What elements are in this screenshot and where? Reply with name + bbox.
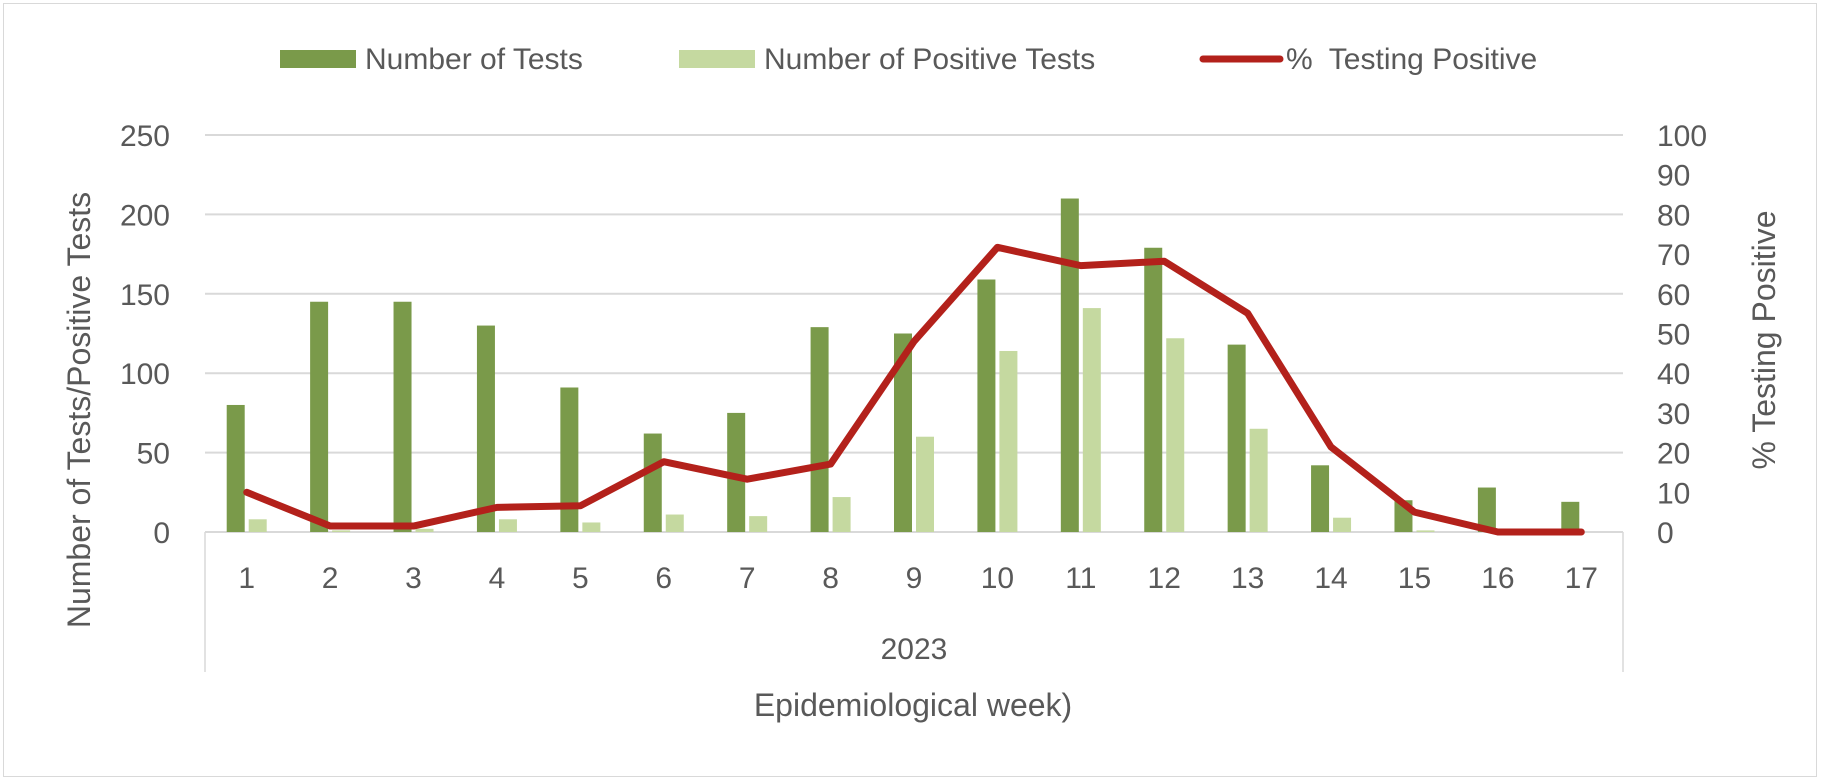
legend-label-positive-tests: Number of Positive Tests (764, 43, 1095, 76)
x-tick-label: 12 (1148, 562, 1181, 595)
x-tick-label: 8 (822, 562, 839, 595)
x-axis-title: Epidemiological week) (754, 687, 1072, 723)
legend: Number of Tests Number of Positive Tests… (280, 43, 1537, 76)
bar-tests (894, 333, 912, 532)
y2-tick-label: 100 (1657, 120, 1707, 153)
right-axis: 0 10 20 30 40 50 60 70 80 90 100 (1657, 120, 1707, 550)
line-layer (243, 243, 1585, 536)
y2-tick-label: 30 (1657, 398, 1690, 431)
x-tick-label: 16 (1481, 562, 1514, 595)
y-tick-label: 150 (120, 279, 170, 312)
bar-tests (643, 433, 662, 532)
bar-tests (727, 412, 746, 532)
bar-positive-tests (832, 497, 851, 532)
x-tick-label: 14 (1314, 562, 1347, 595)
y2-tick-label: 60 (1657, 279, 1690, 312)
x-group: 2023 (204, 532, 1624, 672)
y2-tick-label: 20 (1657, 438, 1690, 471)
x-tick-label: 5 (572, 562, 589, 595)
x-tick-label: 13 (1231, 562, 1264, 595)
bar-tests (1477, 487, 1496, 532)
y-tick-label: 100 (120, 358, 170, 391)
legend-label-percent-positive: % Testing Positive (1286, 43, 1537, 76)
y2-axis-title: % Testing Positive (1746, 210, 1782, 469)
line-percent-positive (243, 243, 1585, 536)
bar-tests (977, 279, 996, 532)
y-tick-label: 0 (153, 517, 170, 550)
bar-positive-tests (749, 516, 768, 532)
bar-tests (810, 327, 829, 532)
y2-tick-label: 0 (1657, 517, 1674, 550)
bar-positive-tests (999, 350, 1018, 532)
bar-tests (226, 404, 245, 532)
x-tick-label: 15 (1398, 562, 1431, 595)
legend-swatch-positive-tests (679, 50, 755, 68)
x-tick-label: 2 (322, 562, 339, 595)
bars (226, 198, 1580, 533)
x-tick-label: 11 (1065, 562, 1096, 595)
y2-tick-label: 80 (1657, 199, 1690, 232)
bar-positive-tests (498, 519, 517, 532)
bar-positive-tests (332, 530, 351, 532)
bar-tests (393, 301, 412, 532)
bar-positive-tests (665, 514, 684, 532)
bar-positive-tests (582, 522, 601, 532)
bar-positive-tests (1249, 428, 1268, 532)
bar-tests (310, 301, 329, 532)
y-axis-title: Number of Tests/Positive Tests (61, 192, 97, 628)
left-axis: 0 50 100 150 200 250 (120, 120, 170, 550)
gridlines (205, 134, 1623, 533)
y2-tick-label: 50 (1657, 319, 1690, 352)
x-tick-label: 17 (1565, 562, 1598, 595)
x-tick-label: 4 (489, 562, 506, 595)
bar-positive-tests (415, 528, 434, 532)
bar-positive-tests (1333, 517, 1352, 532)
y-tick-label: 50 (137, 438, 170, 471)
x-tick-label: 1 (238, 562, 255, 595)
x-tick-label: 3 (405, 562, 422, 595)
y-tick-label: 200 (120, 199, 170, 232)
x-tick-label: 10 (981, 562, 1014, 595)
bar-tests (1144, 247, 1163, 533)
legend-label-tests: Number of Tests (365, 43, 583, 76)
y-tick-label: 250 (120, 120, 170, 153)
bar-tests (1060, 198, 1079, 532)
x-tick-label: 9 (906, 562, 923, 595)
bar-positive-tests (248, 519, 267, 532)
bar-tests (1561, 501, 1580, 532)
y2-tick-label: 70 (1657, 239, 1690, 272)
bar-positive-tests (1166, 338, 1185, 532)
y2-tick-label: 90 (1657, 160, 1690, 193)
x-tick-label: 6 (655, 562, 672, 595)
x-axis: 1 2 3 4 5 6 7 8 9 10 11 12 13 14 15 16 17 (238, 562, 1598, 595)
bar-tests (560, 387, 579, 532)
bar-tests (476, 325, 495, 532)
legend-swatch-tests (280, 50, 356, 68)
bar-positive-tests (1416, 530, 1435, 532)
bar-tests (1311, 465, 1330, 532)
y2-tick-label: 40 (1657, 358, 1690, 391)
x-group-label: 2023 (881, 633, 948, 666)
bar-positive-tests (1082, 308, 1101, 532)
y2-tick-label: 10 (1657, 477, 1690, 510)
x-tick-label: 7 (739, 562, 756, 595)
bar-positive-tests (916, 436, 934, 532)
bar-tests (1227, 344, 1246, 532)
